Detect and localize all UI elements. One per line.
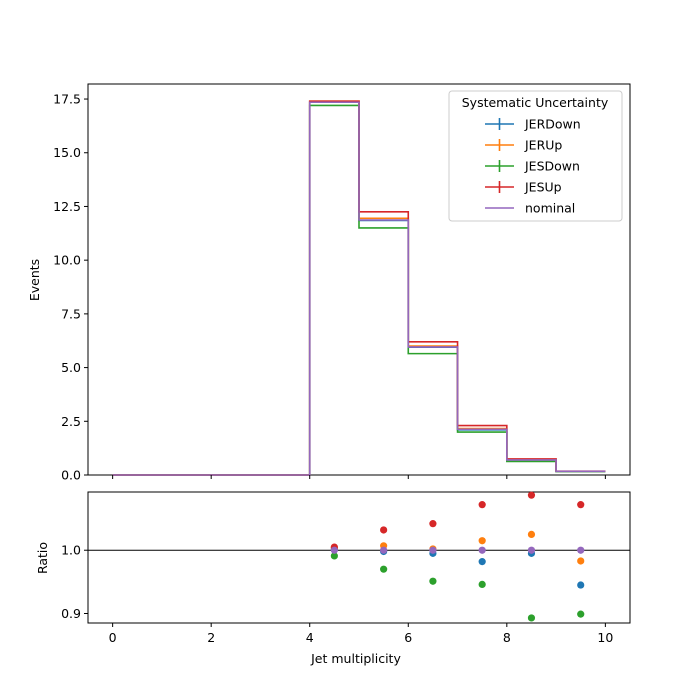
ratio-point-nominal — [330, 546, 338, 554]
histogram-y-tick-label: 5.0 — [61, 360, 81, 375]
ratio-point-jerup — [478, 537, 486, 545]
histogram-y-tick-label: 0.0 — [61, 468, 81, 483]
ratio-point-jerup — [577, 557, 585, 565]
histogram-y-tick-label: 15.0 — [53, 145, 81, 160]
x-tick-label: 10 — [597, 630, 613, 645]
legend-label: JESUp — [524, 180, 562, 195]
legend-label: JERDown — [524, 117, 581, 132]
histogram-y-tick-label: 2.5 — [61, 414, 81, 429]
histogram-y-ticks: 0.0 2.5 5.0 7.5 10.0 12.5 15.0 17.5 — [53, 92, 88, 483]
x-tick-label: 0 — [109, 630, 117, 645]
ratio-point-jesdown — [380, 565, 388, 573]
legend-label: JESDown — [524, 159, 580, 174]
legend: Systematic Uncertainty JERDown JERUp JESDo… — [448, 90, 623, 222]
ratio-point-jesdown — [478, 580, 486, 588]
ratio-point-nominal — [478, 546, 486, 554]
x-tick-label: 6 — [404, 630, 412, 645]
ratio-point-jesdown — [577, 610, 585, 618]
ratio-y-ticks: 0.9 1.0 — [61, 543, 88, 621]
ratio-point-jesup — [478, 501, 486, 509]
ratio-point-nominal — [429, 546, 437, 554]
ratio-point-jerdown — [478, 558, 486, 566]
histogram-series-group — [112, 100, 606, 476]
histogram-panel: 0.0 2.5 5.0 7.5 10.0 12.5 15.0 17.5 Events Syst… — [27, 83, 631, 483]
ratio-point-jesup — [429, 520, 437, 528]
legend-label: JERUp — [524, 138, 562, 153]
legend-label: nominal — [525, 201, 575, 216]
x-axis-label: Jet multiplicity — [310, 651, 401, 666]
ratio-point-jerdown — [577, 581, 585, 589]
histogram-y-tick-label: 10.0 — [53, 253, 81, 268]
histogram-y-axis-label: Events — [27, 259, 42, 301]
histogram-x-ticks — [112, 475, 606, 479]
ratio-point-jesdown — [429, 577, 437, 585]
ratio-y-tick-label: 0.9 — [61, 606, 81, 621]
ratio-point-nominal — [380, 546, 388, 554]
histogram-axes-frame — [87, 83, 631, 476]
histogram-y-tick-label: 7.5 — [61, 306, 81, 321]
legend-title: Systematic Uncertainty — [462, 95, 609, 110]
ratio-point-nominal — [577, 546, 585, 554]
ratio-axes-frame — [87, 491, 631, 624]
ratio-y-axis-label: Ratio — [35, 542, 50, 574]
x-tick-label: 4 — [306, 630, 314, 645]
ratio-point-jesdown — [527, 614, 536, 622]
ratio-point-jerup — [527, 530, 536, 539]
histogram-y-tick-label: 12.5 — [53, 199, 81, 214]
histogram-y-tick-label: 17.5 — [53, 92, 81, 107]
ratio-points-group — [330, 491, 585, 622]
ratio-x-ticks: 0 2 4 6 8 10 — [109, 623, 613, 645]
ratio-point-jesup — [527, 491, 536, 499]
ratio-panel: 0.9 1.0 0 2 4 6 8 10 Ratio Jet multiplicity — [35, 491, 631, 666]
legend-entries: JERDown JERUp JESDown JESUp nominal — [485, 117, 581, 216]
ratio-point-jesdown — [330, 552, 338, 560]
ratio-point-jesup — [380, 526, 388, 534]
ratio-point-nominal — [527, 546, 536, 554]
x-tick-label: 8 — [503, 630, 511, 645]
histogram-series-nominal — [112, 101, 606, 476]
ratio-point-jesup — [577, 501, 585, 509]
x-tick-label: 2 — [207, 630, 215, 645]
ratio-y-tick-label: 1.0 — [61, 543, 81, 558]
